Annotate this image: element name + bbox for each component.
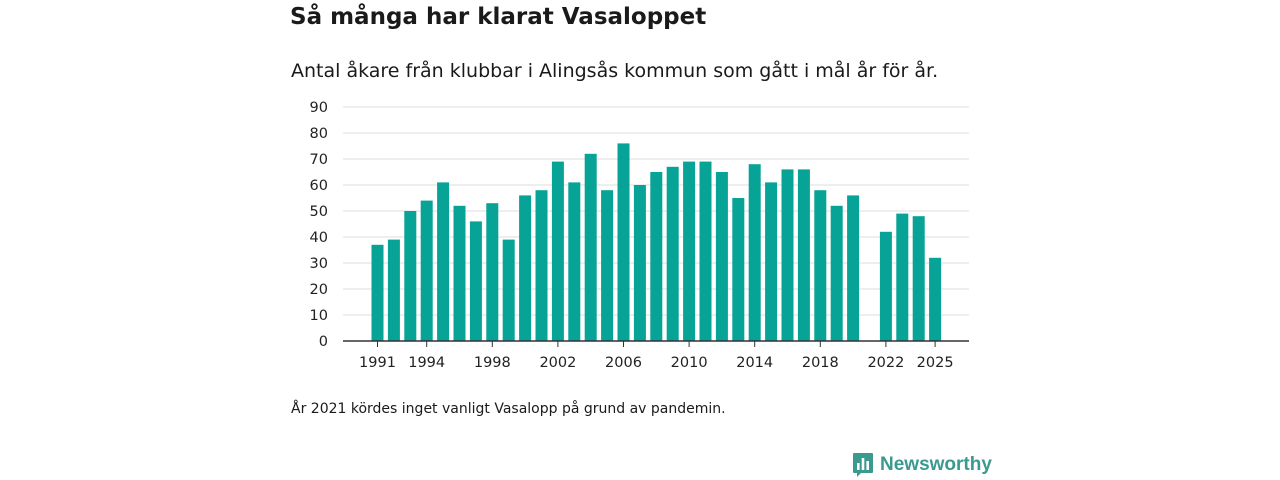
bar-2013 xyxy=(732,198,745,341)
y-tick-label: 40 xyxy=(310,230,328,246)
bars xyxy=(371,143,942,341)
x-tick-label: 1998 xyxy=(474,355,511,371)
bar-2008 xyxy=(650,172,663,341)
x-tick-label: 1991 xyxy=(359,355,396,371)
bar-1994 xyxy=(420,200,433,341)
newsworthy-logo[interactable]: Newsworthy xyxy=(852,452,992,478)
y-tick-label: 0 xyxy=(319,334,328,350)
x-tick-label: 2014 xyxy=(736,355,773,371)
bar-2010 xyxy=(683,161,696,341)
x-tick-label: 2010 xyxy=(671,355,708,371)
y-tick-label: 70 xyxy=(310,152,328,168)
x-tick-label: 2006 xyxy=(605,355,642,371)
chart-title: Så många har klarat Vasaloppet xyxy=(290,4,707,30)
bar-2001 xyxy=(535,190,548,341)
bar-2005 xyxy=(601,190,614,341)
bar-2017 xyxy=(797,169,810,341)
bar-2020 xyxy=(847,195,860,341)
bar-1995 xyxy=(437,182,450,341)
x-tick-label: 2018 xyxy=(802,355,839,371)
bar-2006 xyxy=(617,143,630,341)
bar-2024 xyxy=(912,216,925,341)
bar-1996 xyxy=(453,205,466,341)
bar-2007 xyxy=(633,185,646,341)
y-tick-label: 90 xyxy=(310,100,328,116)
y-tick-label: 60 xyxy=(310,178,328,194)
bar-2000 xyxy=(519,195,532,341)
bar-1998 xyxy=(486,203,499,341)
newsworthy-logo-icon xyxy=(853,453,873,477)
bar-2019 xyxy=(830,205,843,341)
newsworthy-logo-text: Newsworthy xyxy=(880,454,992,475)
bar-1992 xyxy=(387,239,400,341)
chart-subtitle: Antal åkare från klubbar i Alingsås komm… xyxy=(291,60,939,82)
y-tick-label: 20 xyxy=(310,282,328,298)
x-tick-label: 2002 xyxy=(539,355,576,371)
bar-1991 xyxy=(371,244,384,341)
bar-1997 xyxy=(469,221,482,341)
bar-2016 xyxy=(781,169,794,341)
y-axis-ticks: 0 10 20 30 40 50 60 70 80 90 xyxy=(310,100,328,350)
x-tick-label: 2022 xyxy=(867,355,904,371)
bar-2014 xyxy=(748,164,761,341)
x-tick-label: 2025 xyxy=(917,355,954,371)
bar-2023 xyxy=(896,213,909,341)
bar-2015 xyxy=(765,182,778,341)
y-tick-label: 80 xyxy=(310,126,328,142)
footnote: År 2021 kördes inget vanligt Vasalopp på… xyxy=(291,401,726,417)
bar-2003 xyxy=(568,182,581,341)
y-tick-label: 50 xyxy=(310,204,328,220)
bar-2002 xyxy=(551,161,564,341)
bar-2011 xyxy=(699,161,712,341)
bar-2018 xyxy=(814,190,827,341)
bar-2004 xyxy=(584,153,597,341)
bar-1993 xyxy=(404,211,417,341)
x-tick-label: 1994 xyxy=(408,355,445,371)
y-tick-label: 10 xyxy=(310,308,328,324)
bar-2022 xyxy=(879,231,892,341)
bar-2009 xyxy=(666,166,679,341)
bar-2012 xyxy=(715,172,728,341)
x-axis-ticks: 1991 1994 1998 2002 2006 2010 2014 2018 2022 2025 xyxy=(359,341,954,371)
bar-1999 xyxy=(502,239,515,341)
bar-2025 xyxy=(929,257,942,341)
y-tick-label: 30 xyxy=(310,256,328,272)
